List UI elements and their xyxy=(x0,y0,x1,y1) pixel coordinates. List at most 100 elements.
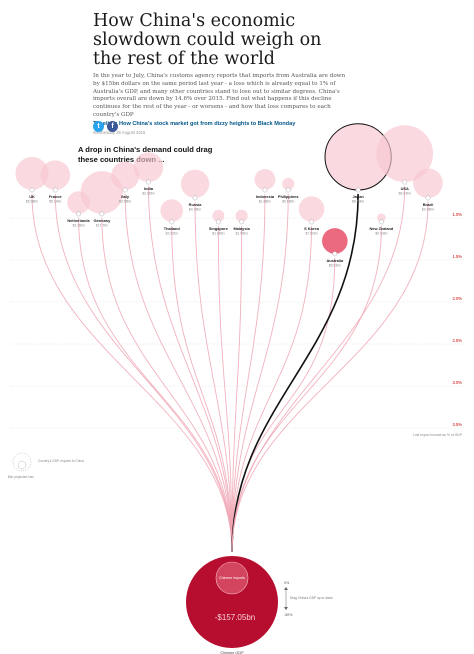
timeline-link[interactable]: Timeline: How China's stock market got f… xyxy=(93,120,296,127)
country-label-thailand: Thailand xyxy=(164,226,181,231)
scale-tick-label: 3.0% xyxy=(452,380,462,385)
country-label-italy: Italy xyxy=(121,194,130,199)
country-value-usa: $6.03bn xyxy=(399,191,411,195)
country-value-germany: $17.7bn xyxy=(96,223,108,227)
dot-netherlands xyxy=(76,211,81,217)
twitter-icon: t xyxy=(97,123,100,130)
country-value-italy: $3.58bn xyxy=(119,199,131,203)
dot-new-zealand xyxy=(379,219,384,225)
country-value-thailand: $2.92bn xyxy=(166,231,178,235)
country-value-russia: $4.78bn xyxy=(189,207,201,211)
bubble-france xyxy=(40,160,71,190)
dot-italy xyxy=(122,187,128,193)
dot-uk xyxy=(29,187,35,193)
bubble-brazil xyxy=(413,168,443,198)
drag-top-label: 0% xyxy=(284,581,290,585)
flow-lines-group xyxy=(31,185,429,553)
bubble-india xyxy=(133,152,164,182)
country-label-philippines: Philippines xyxy=(278,194,299,199)
flow-line-new-zealand xyxy=(231,225,382,553)
country-value-australia: $6.93bn xyxy=(329,263,341,267)
flow-line-netherlands xyxy=(78,217,233,553)
flow-line-indonesia xyxy=(231,193,266,553)
country-label-netherlands: Netherlands xyxy=(67,218,90,223)
legend-group: Country's GDP, exports to China $bn proje… xyxy=(8,452,84,479)
legend-outer-circle xyxy=(12,452,32,472)
flow-line-germany xyxy=(101,217,233,553)
country-label-brazil: Brazil xyxy=(423,202,434,207)
legend-sub: $bn projected loss xyxy=(8,475,34,479)
facebook-share-button[interactable]: f xyxy=(107,121,118,132)
country-label-australia: Australia xyxy=(326,258,343,263)
bubble-philippines xyxy=(282,177,295,190)
dot-usa xyxy=(402,179,408,185)
flow-line-singapore xyxy=(217,225,233,553)
dot-s-korea xyxy=(309,219,314,225)
country-label-russia: Russia xyxy=(189,202,203,207)
drag-up-arrow-icon xyxy=(284,587,288,590)
country-value-uk: $5.98bn xyxy=(26,199,38,203)
flow-line-italy xyxy=(124,193,233,553)
scale-tick-label: 3.5% xyxy=(452,422,462,427)
country-label-japan: Japan xyxy=(352,194,364,199)
flow-line-uk xyxy=(31,193,233,553)
dot-brazil xyxy=(425,195,431,201)
country-label-india: India xyxy=(144,186,154,191)
bubble-russia xyxy=(180,169,210,198)
dot-india xyxy=(146,179,151,185)
bubble-indonesia xyxy=(254,169,276,190)
bubble-uk xyxy=(15,156,49,190)
country-value-japan: $8.73bn xyxy=(352,199,364,203)
country-label-uk: UK xyxy=(29,194,35,199)
country-label-malaysia: Malaysia xyxy=(234,226,251,231)
country-bubbles-group xyxy=(15,123,443,257)
country-value-malaysia: $1.98bn xyxy=(236,231,248,235)
dot-australia xyxy=(332,251,338,257)
country-value-netherlands: $3.78bn xyxy=(72,223,84,227)
flow-line-japan xyxy=(231,193,359,553)
country-value-new-zealand: $0.93bn xyxy=(375,231,387,235)
scale-tick-label: 1.0% xyxy=(452,212,462,217)
flow-line-india xyxy=(148,185,233,553)
legend-inner-circle xyxy=(17,460,27,470)
scale-tick-label: 1.5% xyxy=(452,254,462,259)
flow-line-malaysia xyxy=(231,225,243,553)
bubble-usa xyxy=(376,125,434,182)
chart-headline: A drop in China's demand could drag thes… xyxy=(78,145,213,164)
flow-line-s-korea xyxy=(231,225,312,553)
article-header: How China's economic slowdown could weig… xyxy=(93,12,353,135)
bubble-australia xyxy=(321,228,348,254)
country-label-france: France xyxy=(49,194,63,199)
country-value-singapore: $1.98bn xyxy=(212,231,224,235)
bubble-malaysia xyxy=(235,209,248,222)
flow-line-thailand xyxy=(171,225,233,553)
dot-germany xyxy=(99,211,105,217)
scale-tick-label: 2.5% xyxy=(452,338,462,343)
country-label-new-zealand: New Zealand xyxy=(370,226,394,231)
country-label-s-korea: S Korea xyxy=(304,226,320,231)
china-value: -$157.05bn xyxy=(215,613,255,622)
country-value-india: $2.98bn xyxy=(142,191,154,195)
scale-note: Lost export income as % of GDP xyxy=(413,433,463,437)
country-value-indonesia: $1.68bn xyxy=(259,199,271,203)
flow-line-russia xyxy=(194,201,233,553)
country-value-brazil: $2.48bn xyxy=(422,207,434,211)
drag-mid-label: Drag China's GDP up or down xyxy=(290,596,333,600)
country-label-indonesia: Indonesia xyxy=(256,194,275,199)
dot-france xyxy=(52,187,58,193)
scale-group: 1.0% 1.5% 2.0% 2.5% 3.0% 3.5% Lost export inco… xyxy=(10,212,466,437)
country-label-singapore: Singapore xyxy=(209,226,229,231)
twitter-share-button[interactable]: t xyxy=(93,121,104,132)
bubble-s-korea xyxy=(298,196,325,222)
country-value-philippines: $0.68bn xyxy=(282,199,294,203)
standfirst: In the year to July, China's customs age… xyxy=(93,73,346,118)
dot-japan xyxy=(355,187,361,193)
bubble-italy xyxy=(110,161,140,190)
country-value-france: $5.14bn xyxy=(49,199,61,203)
country-value-s-korea: $7.52bn xyxy=(305,231,317,235)
flow-line-usa xyxy=(231,185,406,553)
page-title: How China's economic slowdown could weig… xyxy=(93,11,322,69)
country-label-germany: Germany xyxy=(93,218,111,223)
bubble-thailand xyxy=(160,199,184,222)
